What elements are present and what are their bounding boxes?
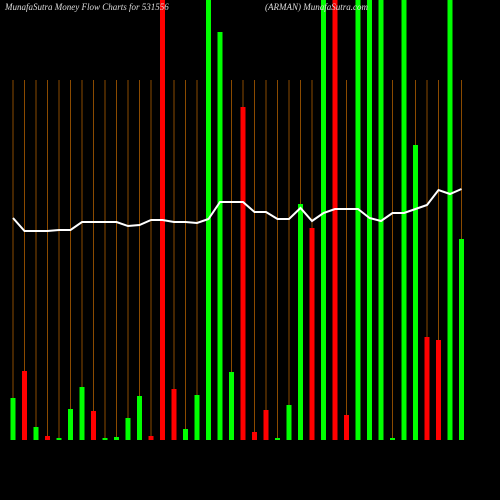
bar — [275, 438, 280, 440]
bar — [114, 437, 119, 440]
bar — [298, 204, 303, 440]
bar — [459, 239, 464, 440]
lines — [12, 188, 462, 232]
bar — [286, 405, 292, 440]
bar — [217, 32, 223, 440]
bar — [125, 418, 131, 440]
chart-title-right: (ARMAN) MunafaSutra.com — [265, 2, 368, 12]
bar — [229, 372, 234, 440]
bar — [137, 396, 142, 440]
bar — [332, 0, 338, 440]
bar — [183, 429, 188, 440]
bar — [367, 0, 372, 440]
bar — [447, 0, 453, 440]
bar — [436, 340, 441, 440]
bar — [45, 436, 50, 440]
bar — [148, 436, 154, 440]
bar — [263, 410, 269, 440]
bar — [321, 0, 326, 440]
bar — [10, 398, 16, 440]
bar — [33, 427, 39, 440]
bar — [401, 0, 407, 440]
bar — [252, 432, 257, 440]
bar — [413, 145, 418, 440]
line — [12, 188, 462, 232]
bar — [194, 395, 200, 440]
bar — [79, 387, 85, 440]
bar — [424, 337, 430, 440]
bar — [344, 415, 349, 440]
bar — [68, 409, 73, 440]
bar — [91, 411, 96, 440]
bar — [355, 0, 361, 440]
bar — [171, 389, 177, 440]
bar — [22, 371, 27, 440]
bar — [240, 107, 246, 440]
bar — [309, 228, 315, 440]
chart-title: MunafaSutra Money Flow Charts for 531556 — [4, 2, 169, 12]
bar — [56, 438, 62, 440]
bar — [102, 438, 108, 440]
bar — [390, 438, 395, 440]
